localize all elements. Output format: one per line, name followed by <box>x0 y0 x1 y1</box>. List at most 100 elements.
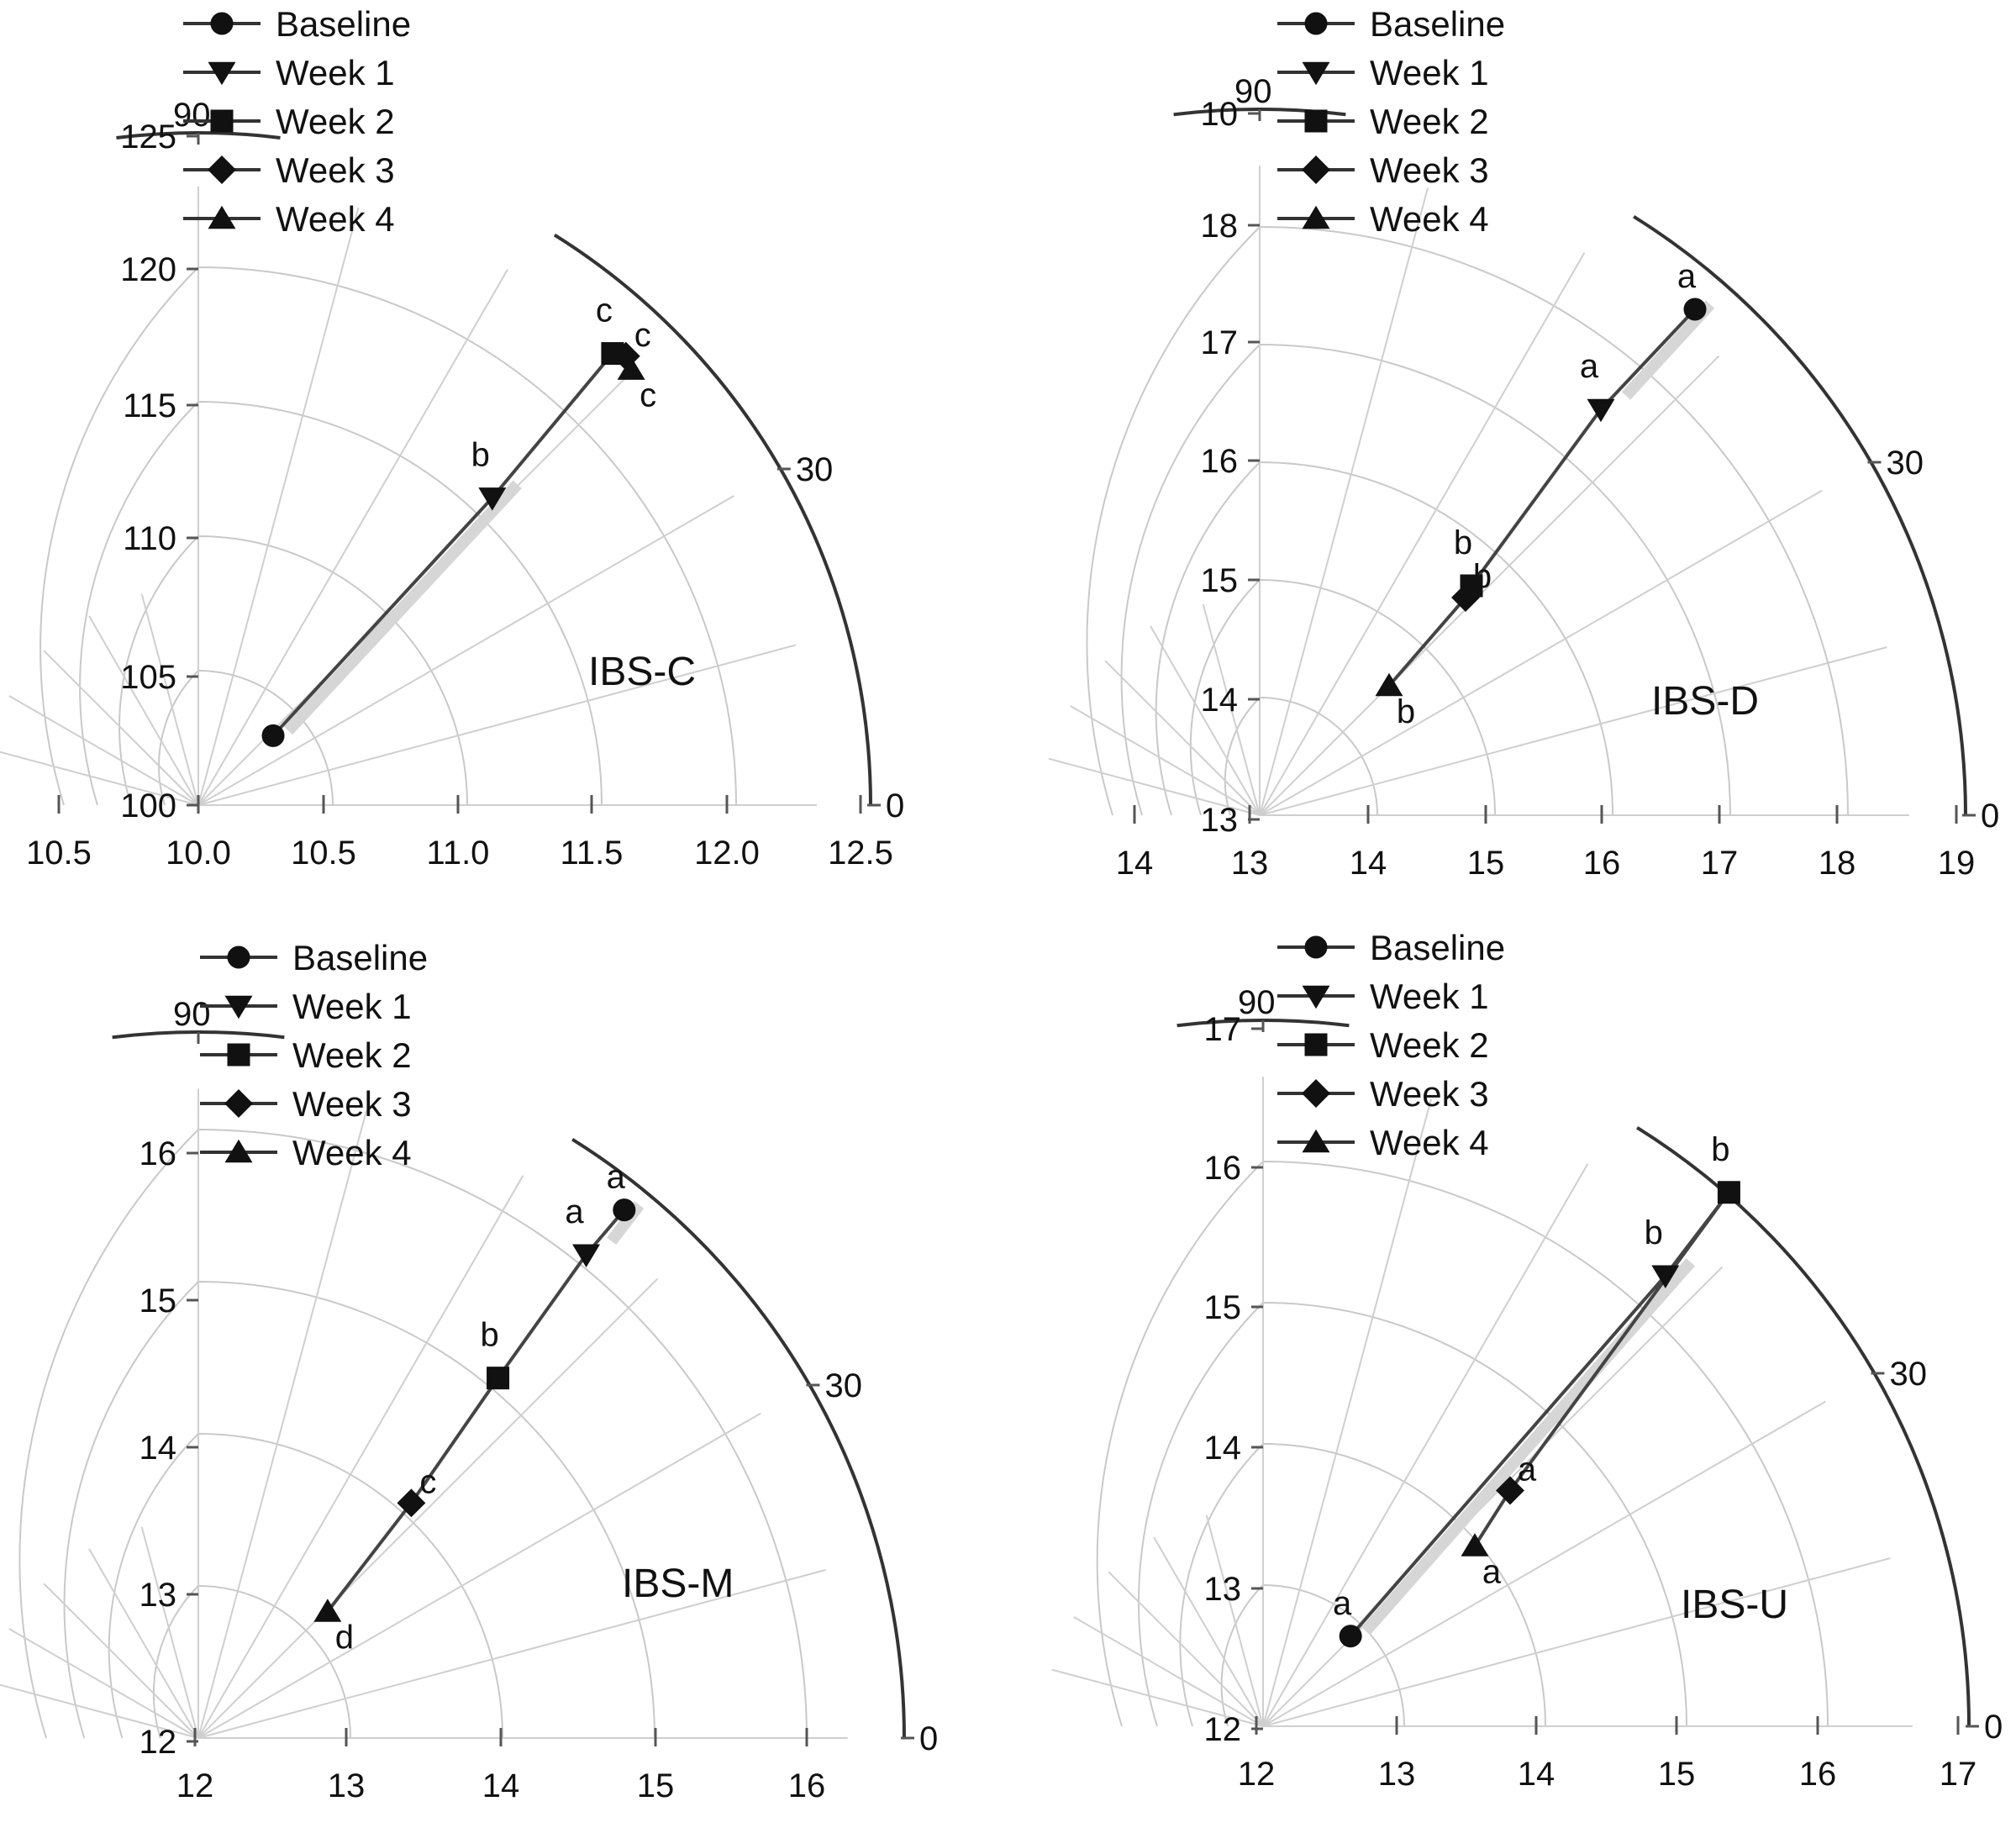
x-tick-label: 17 <box>1940 1756 1977 1793</box>
grid-ring <box>18 1129 808 1739</box>
legend-marker <box>1302 1129 1330 1153</box>
legend-marker <box>1302 1079 1330 1108</box>
marker-week-4 <box>1375 672 1403 697</box>
grid-ring <box>63 1281 655 1739</box>
y-tick-label: 18 <box>1201 208 1239 245</box>
legend-label: Week 3 <box>276 150 395 190</box>
legend: Baseline Week 1 Week 2 Week 3 Week 4 <box>1277 928 1505 1162</box>
significance-letter: b <box>1454 524 1472 561</box>
x-tick-label: 14 <box>482 1767 520 1804</box>
grid-spoke <box>1051 1668 1264 1727</box>
y-tick-label: 17 <box>1201 324 1239 361</box>
x-tick-label: 15 <box>637 1767 675 1804</box>
legend-label: Week 4 <box>292 1133 412 1172</box>
y-tick-label: 110 <box>123 520 176 557</box>
marker-week-4 <box>617 356 645 380</box>
grid-spoke <box>1070 705 1261 816</box>
significance-letter: a <box>1580 348 1599 385</box>
legend-label: Week 1 <box>1370 53 1489 92</box>
legend-label: Week 4 <box>1370 199 1489 239</box>
y-tick-label: 115 <box>123 387 176 424</box>
panel-label: IBS-M <box>622 1562 734 1606</box>
outer-arc <box>553 233 872 806</box>
legend-marker <box>1302 155 1330 184</box>
legend-marker <box>208 155 236 184</box>
legend-marker <box>227 945 250 969</box>
marker-baseline <box>1683 298 1707 321</box>
legend-marker <box>1304 935 1328 959</box>
x-tick-label: 13 <box>1378 1756 1416 1793</box>
y-tick-label: 120 <box>120 251 176 288</box>
legend-label: Week 3 <box>292 1084 412 1124</box>
significance-letter: b <box>1397 693 1415 730</box>
legend-label: Week 2 <box>1370 102 1489 141</box>
x-tick-label: 14 <box>1116 845 1154 882</box>
grid-spoke <box>1108 1571 1264 1727</box>
significance-letter: a <box>1518 1451 1537 1488</box>
legend-marker <box>1302 205 1330 229</box>
y-tick-label: 13 <box>1204 1571 1242 1608</box>
grid-spoke <box>0 751 199 806</box>
y-tick-label: 14 <box>139 1430 177 1467</box>
x-tick-label: 19 <box>1938 845 1976 882</box>
angle-label: 90 <box>173 97 211 134</box>
grid-spoke <box>88 1548 199 1739</box>
legend-label: Week 1 <box>276 53 395 92</box>
y-tick-label: 16 <box>139 1135 177 1172</box>
legend-label: Week 4 <box>276 199 395 239</box>
significance-letter: a <box>565 1193 584 1230</box>
legend: Baseline Week 1 Week 2 Week 3 Week 4 <box>1277 4 1505 239</box>
y-tick-label: 105 <box>120 659 176 696</box>
grid-spoke <box>0 1683 199 1739</box>
grid-spoke <box>43 650 199 806</box>
grid-spoke <box>43 1583 199 1739</box>
legend-label: Week 3 <box>1370 1074 1489 1114</box>
grid-spoke <box>197 269 508 806</box>
angle-label: 30 <box>1886 445 1924 482</box>
legend: Baseline Week 1 Week 2 Week 3 Week 4 <box>183 4 411 239</box>
grid-spoke <box>1259 187 1429 816</box>
legend-label: Baseline <box>292 938 428 977</box>
y-tick-label: 14 <box>1201 682 1239 719</box>
significance-letter: b <box>471 436 490 473</box>
legend-marker <box>208 61 236 86</box>
y-tick-label: 16 <box>1204 1150 1242 1187</box>
x-tick-label: 14 <box>1518 1756 1555 1793</box>
panel-label: IBS-D <box>1651 679 1759 724</box>
significance-letter: a <box>1482 1554 1502 1591</box>
grid-ring <box>152 1585 351 1739</box>
y-tick-label: 15 <box>1204 1289 1242 1326</box>
marker-week-4 <box>313 1599 342 1622</box>
grid-spoke <box>1262 1266 1724 1727</box>
grid-spoke <box>1104 660 1261 816</box>
grid-ring <box>1224 697 1378 816</box>
trajectory-line <box>1349 1191 1731 1638</box>
significance-letter: b <box>1645 1214 1663 1251</box>
grid-spoke <box>1259 646 1887 816</box>
grid-spoke <box>1262 1400 1826 1727</box>
legend-label: Week 1 <box>1370 977 1489 1016</box>
y-tick-label: 100 <box>120 787 176 824</box>
angle-label: 0 <box>1984 1709 2003 1746</box>
y-tick-label: 125 <box>120 119 176 155</box>
marker-baseline <box>1339 1625 1362 1648</box>
grid-ring <box>1155 461 1613 816</box>
grid-spoke <box>1259 252 1586 816</box>
marker-baseline <box>613 1198 636 1222</box>
grid-spoke <box>88 615 199 806</box>
trajectory-line <box>271 351 634 737</box>
x-tick-label: 12.0 <box>694 835 760 872</box>
grid-ring <box>1086 226 1849 816</box>
marker-week-1 <box>572 1244 601 1268</box>
legend-label: Week 1 <box>292 987 412 1026</box>
angle-label: 30 <box>824 1367 862 1404</box>
legend-label: Week 2 <box>292 1035 412 1075</box>
marker-week-1 <box>1587 398 1615 423</box>
x-tick-label: 12 <box>1238 1756 1276 1793</box>
y-tick-label: 15 <box>139 1283 177 1319</box>
y-tick-label: 15 <box>1201 562 1239 599</box>
grid-spoke <box>1153 1536 1264 1727</box>
legend-label: Week 2 <box>276 102 395 141</box>
angle-label: 90 <box>1234 73 1272 110</box>
grid-spoke <box>140 1526 199 1739</box>
